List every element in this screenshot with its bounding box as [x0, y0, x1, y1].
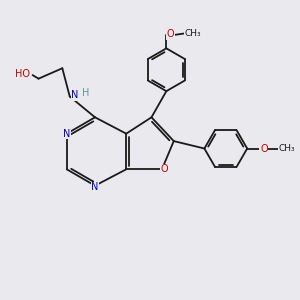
- Text: N: N: [63, 129, 70, 139]
- Text: CH₃: CH₃: [184, 29, 201, 38]
- Text: O: O: [167, 29, 174, 39]
- Text: N: N: [91, 182, 99, 192]
- Text: O: O: [260, 143, 268, 154]
- Text: O: O: [160, 164, 168, 174]
- Text: N: N: [71, 90, 79, 100]
- Text: CH₃: CH₃: [278, 144, 295, 153]
- Text: H: H: [82, 88, 89, 98]
- Text: HO: HO: [15, 69, 30, 79]
